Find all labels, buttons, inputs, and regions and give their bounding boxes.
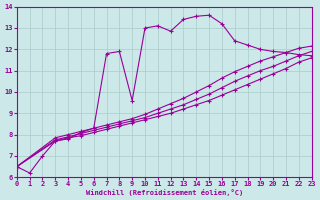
X-axis label: Windchill (Refroidissement éolien,°C): Windchill (Refroidissement éolien,°C) (85, 189, 243, 196)
